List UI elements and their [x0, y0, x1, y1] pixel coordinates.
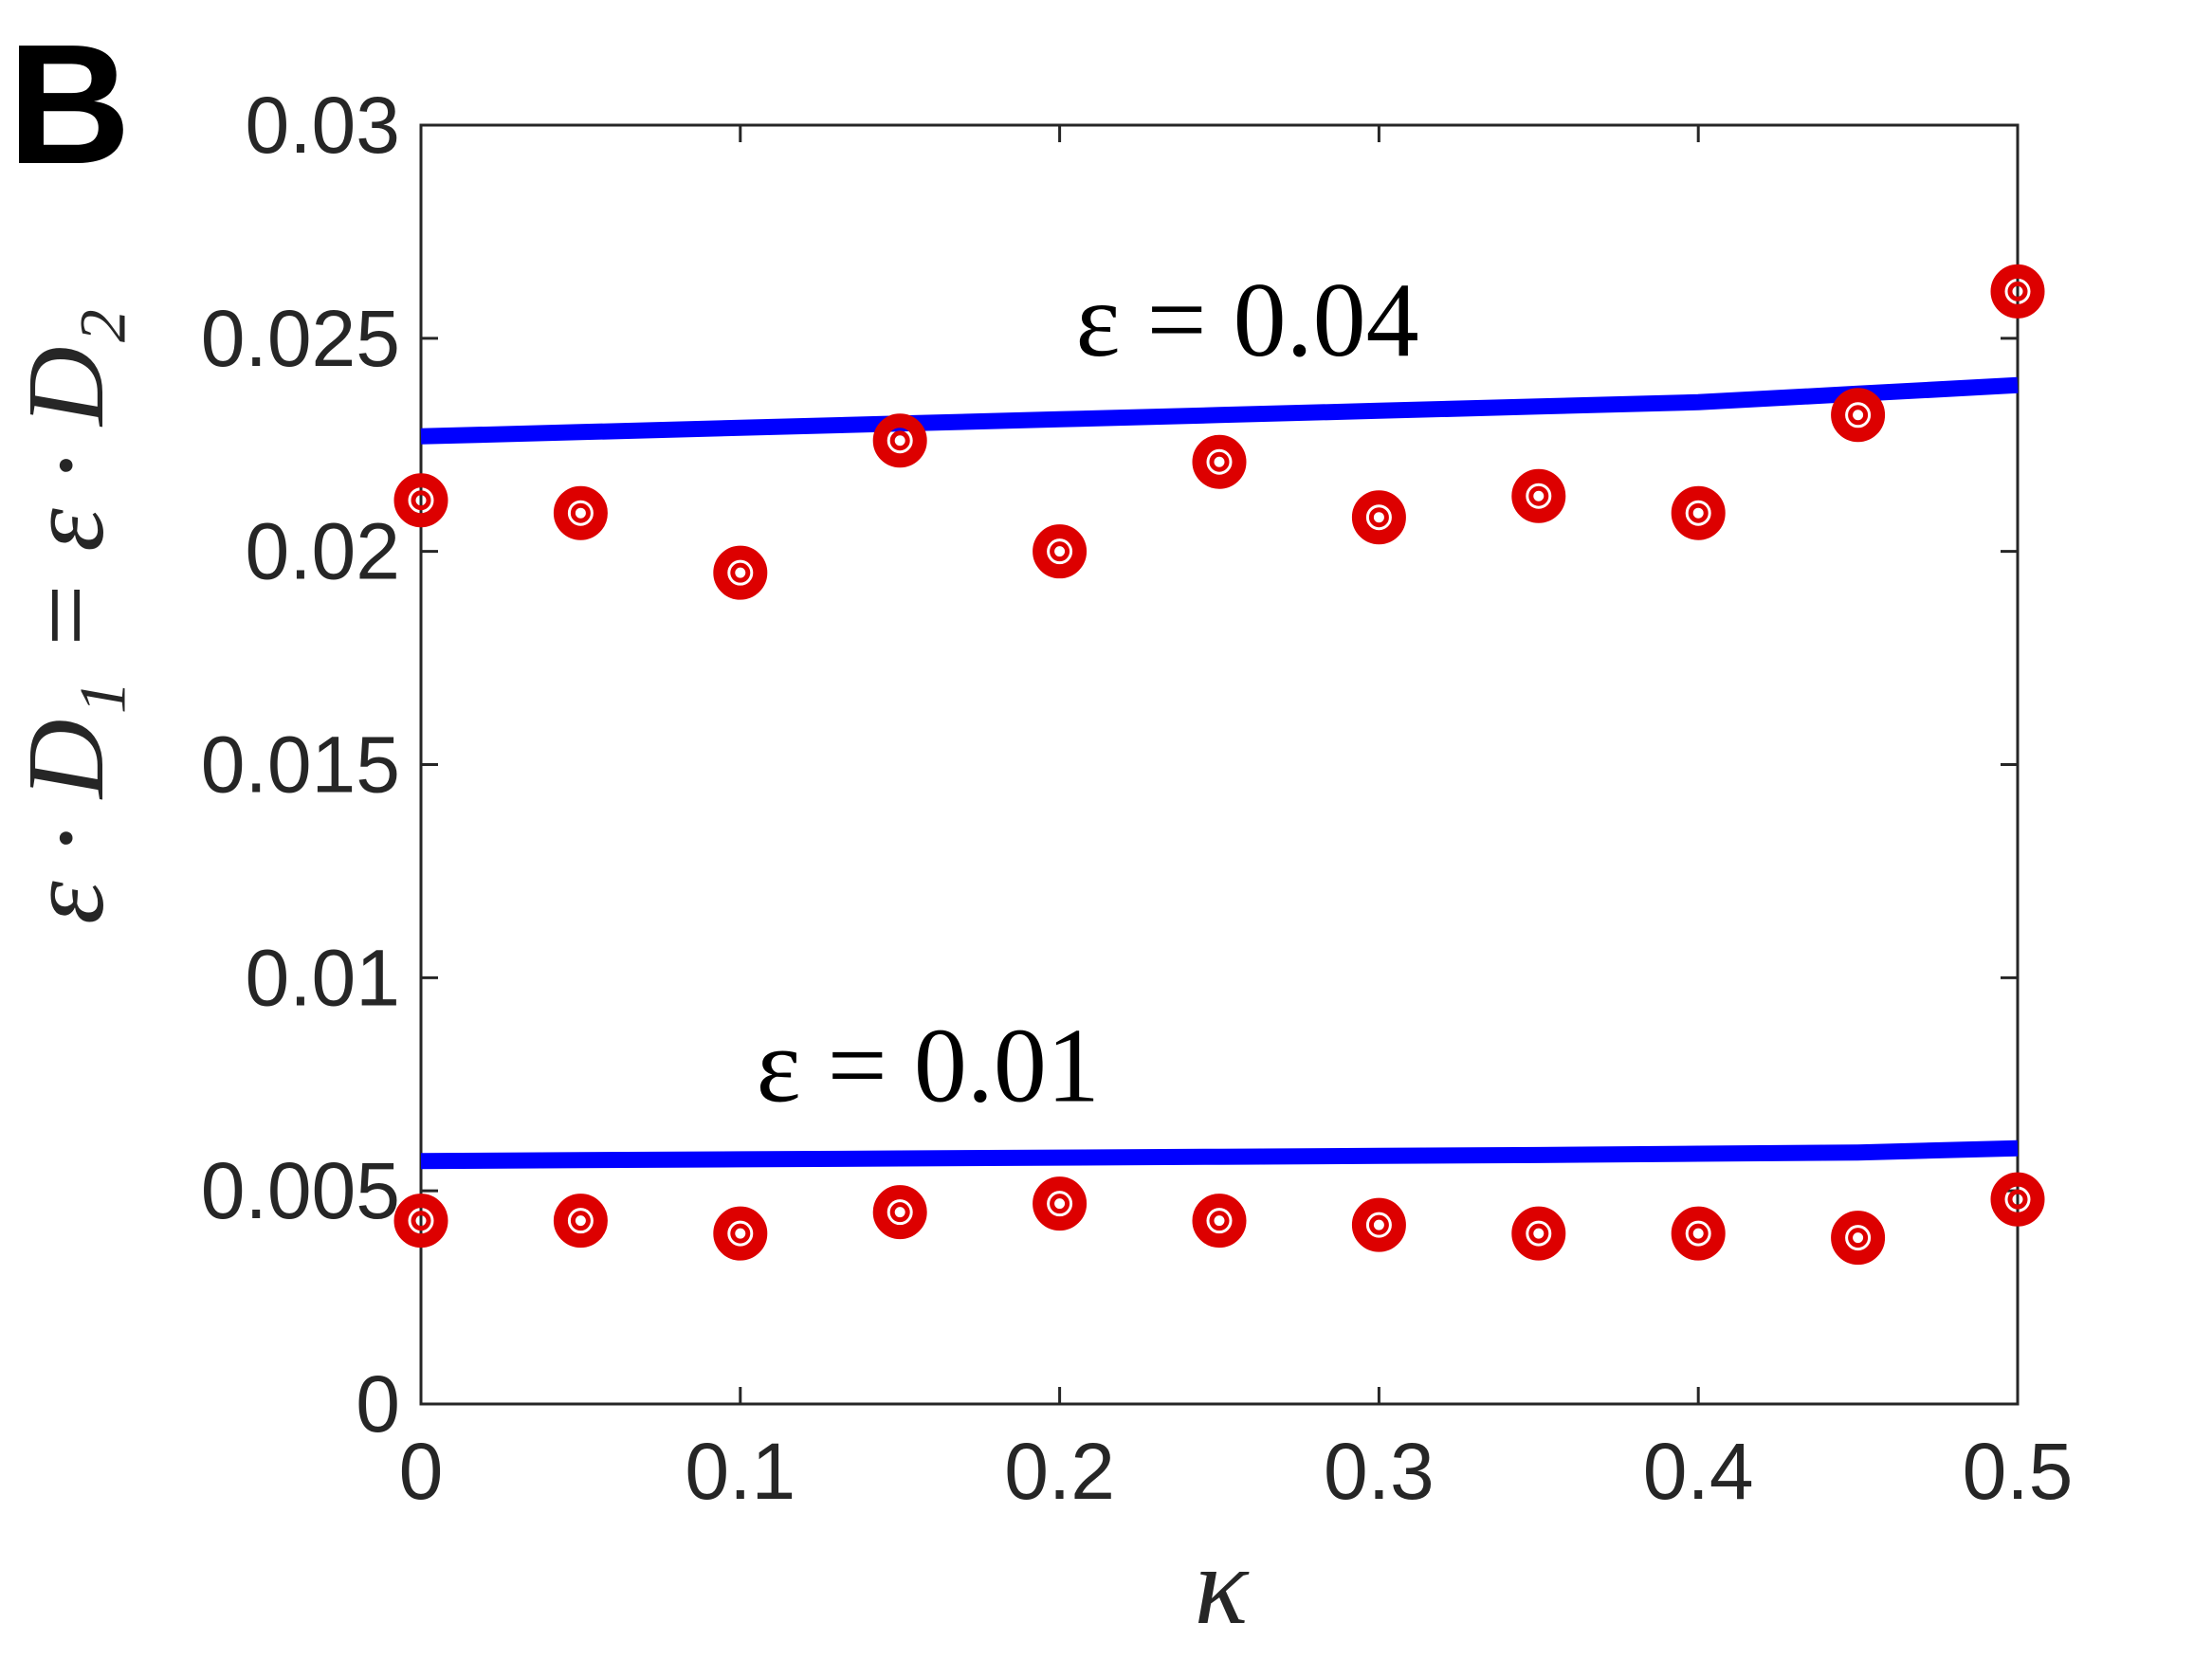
- marker-outer-ring: [1033, 524, 1088, 579]
- data-point: [1192, 434, 1247, 489]
- marker-outer-ring: [553, 1194, 608, 1249]
- marker-outer-ring: [1831, 1211, 1886, 1266]
- data-point: [1831, 388, 1886, 443]
- y-tick-label: 0.01: [246, 933, 401, 1022]
- series-line: [420, 1139, 2019, 1170]
- data-point: [1033, 1176, 1088, 1231]
- data-point: [1351, 490, 1406, 545]
- marker-inner-ring: [2007, 281, 2028, 301]
- data-point: [553, 485, 608, 540]
- data-point: [1831, 1211, 1886, 1266]
- y-tick-label: 0.005: [201, 1146, 400, 1235]
- marker-inner-ring: [411, 490, 431, 511]
- y-tick-label: 0.015: [201, 720, 400, 810]
- marker-inner-ring: [1848, 405, 1869, 426]
- axis-ticks: 0 0.1 0.2 0.3 0.4 0.5 0 0.005 0.01 0.015 0.02 0.025…: [201, 81, 2074, 1516]
- marker-outer-ring: [1511, 468, 1566, 523]
- marker-inner-ring: [411, 1211, 431, 1231]
- data-point: [872, 1185, 927, 1240]
- marker-inner-ring: [1368, 507, 1389, 528]
- x-axis-label: κ: [1195, 1523, 1250, 1648]
- x-tick-label: 0.5: [1963, 1427, 2074, 1516]
- y-tick-label: 0.03: [246, 81, 401, 170]
- marker-outer-ring: [1990, 264, 2045, 319]
- marker-outer-ring: [713, 545, 768, 600]
- data-point: [1671, 485, 1726, 540]
- y-tick-label: 0.025: [201, 294, 400, 383]
- marker-inner-ring: [1688, 502, 1709, 523]
- data-point: [1990, 1172, 2045, 1227]
- marker-inner-ring: [1848, 1228, 1869, 1249]
- y-tick-label: 0: [356, 1359, 400, 1449]
- data-point: [1192, 1194, 1247, 1249]
- marker-inner-ring: [1368, 1214, 1389, 1235]
- x-tick-label: 0.4: [1643, 1427, 1754, 1516]
- panel-label: B: [8, 9, 131, 200]
- marker-outer-ring: [1831, 388, 1886, 443]
- marker-outer-ring: [553, 485, 608, 540]
- marker-outer-ring: [872, 413, 927, 468]
- marker-inner-ring: [570, 1211, 591, 1231]
- data-point: [1033, 524, 1088, 579]
- annotation-label: ε = 0.01: [757, 1008, 1100, 1125]
- marker-outer-ring: [1351, 1197, 1406, 1252]
- marker-outer-ring: [1033, 1176, 1088, 1231]
- y-tick-label: 0.02: [246, 507, 401, 596]
- marker-inner-ring: [1688, 1223, 1709, 1244]
- marker-inner-ring: [889, 1202, 910, 1223]
- data-point: [872, 413, 927, 468]
- data-point: [713, 545, 768, 600]
- data-point: [393, 473, 448, 528]
- marker-inner-ring: [1209, 1211, 1230, 1231]
- data-point: [1671, 1206, 1726, 1261]
- marker-inner-ring: [570, 502, 591, 523]
- x-tick-label: 0.3: [1324, 1427, 1435, 1516]
- marker-outer-ring: [1192, 1194, 1247, 1249]
- marker-inner-ring: [1050, 541, 1070, 562]
- data-point: [1990, 264, 2045, 319]
- data-point: [1511, 1206, 1566, 1261]
- marker-outer-ring: [1671, 1206, 1726, 1261]
- marker-inner-ring: [1528, 485, 1549, 506]
- marker-outer-ring: [393, 473, 448, 528]
- data-point: [713, 1206, 768, 1261]
- marker-outer-ring: [1990, 1172, 2045, 1227]
- data-point: [553, 1194, 608, 1249]
- x-tick-label: 0.1: [685, 1427, 795, 1516]
- marker-outer-ring: [1511, 1206, 1566, 1261]
- marker-inner-ring: [730, 1223, 751, 1244]
- marker-inner-ring: [1050, 1194, 1070, 1214]
- marker-outer-ring: [393, 1194, 448, 1249]
- annotation-label: ε = 0.04: [1075, 262, 1418, 379]
- y-axis-label: ε · D₁ = ε · D₂: [6, 308, 127, 924]
- data-point: [1351, 1197, 1406, 1252]
- data-point: [393, 1194, 448, 1249]
- marker-inner-ring: [889, 430, 910, 451]
- data-series: [393, 264, 2045, 1266]
- marker-outer-ring: [872, 1185, 927, 1240]
- marker-outer-ring: [1671, 485, 1726, 540]
- x-tick-label: 0.2: [1004, 1427, 1115, 1516]
- data-point: [1511, 468, 1566, 523]
- marker-outer-ring: [713, 1206, 768, 1261]
- marker-inner-ring: [1209, 451, 1230, 472]
- series-line: [420, 376, 2019, 445]
- marker-outer-ring: [1192, 434, 1247, 489]
- x-tick-label: 0: [399, 1427, 444, 1516]
- marker-inner-ring: [730, 562, 751, 583]
- annotations: ε = 0.04 ε = 0.01: [757, 262, 1419, 1125]
- marker-outer-ring: [1351, 490, 1406, 545]
- marker-inner-ring: [1528, 1223, 1549, 1244]
- marker-inner-ring: [2007, 1189, 2028, 1210]
